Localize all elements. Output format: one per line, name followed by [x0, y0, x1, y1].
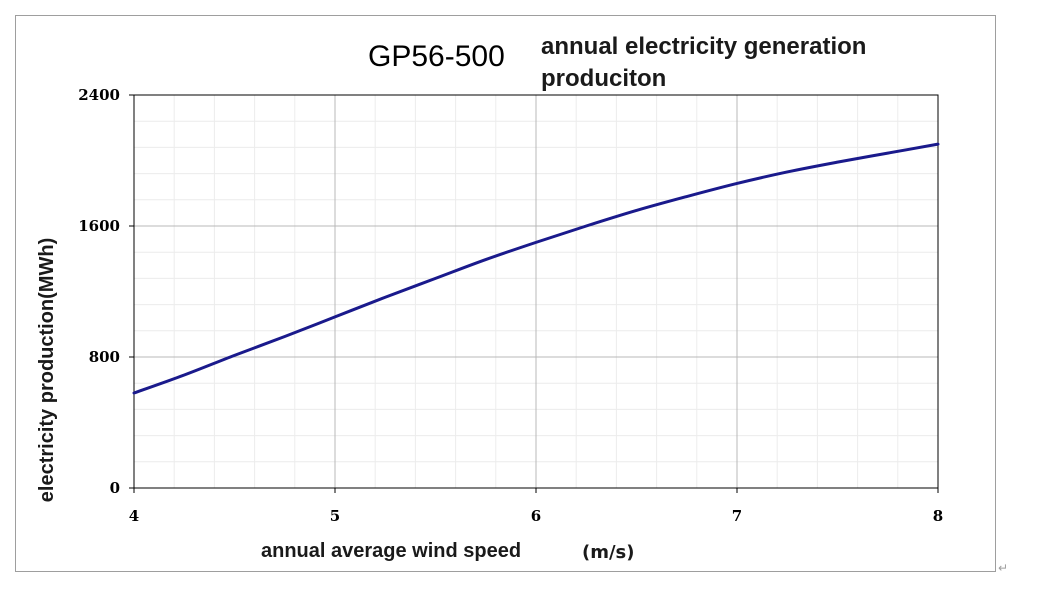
y-axis-ticks: 0 800 1600 2400 [78, 86, 134, 497]
x-tick-label: 7 [732, 507, 742, 525]
x-axis-ticks: 4 5 6 7 8 [129, 488, 943, 525]
x-axis-unit: (m/s) [582, 542, 635, 563]
chart-subtitle-line-2: produciton [541, 65, 666, 92]
x-tick-label: 6 [531, 507, 541, 525]
x-tick-label: 8 [933, 507, 943, 525]
x-axis-label: annual average wind speed [261, 540, 521, 562]
y-tick-label: 0 [110, 479, 120, 497]
x-tick-label: 4 [129, 507, 139, 525]
y-tick-label: 1600 [78, 217, 120, 235]
y-tick-label: 2400 [78, 86, 120, 104]
x-tick-label: 5 [330, 507, 340, 525]
series-line [132, 142, 940, 395]
chart-title: GP56-500 [368, 40, 505, 73]
y-tick-label: 800 [89, 348, 120, 366]
paragraph-mark-icon: ↵ [998, 561, 1008, 575]
chart-frame [15, 15, 996, 572]
y-axis-label: electricity production(MWh) [36, 238, 58, 502]
chart-subtitle-line-1: annual electricity generation [541, 33, 866, 60]
